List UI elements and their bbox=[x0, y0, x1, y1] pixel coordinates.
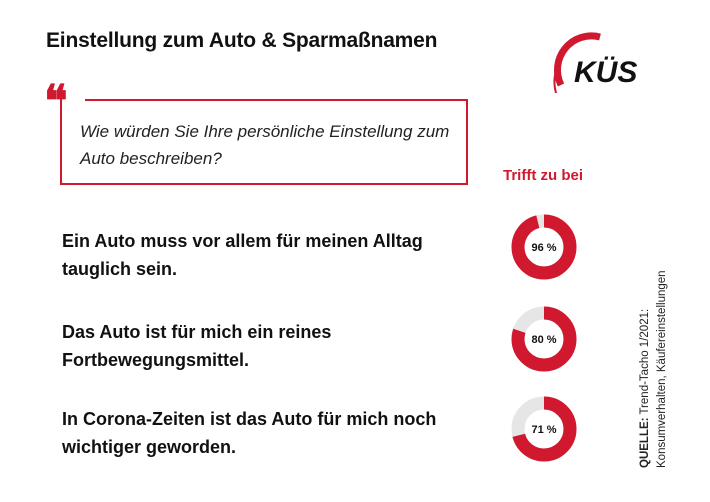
donut-value-arc bbox=[511, 214, 577, 280]
logo-text: KÜS bbox=[574, 56, 637, 89]
donut-chart-1: 96 % bbox=[511, 214, 577, 280]
source-note: QUELLE: Trend-Tacho 1/2021: Konsumverhal… bbox=[637, 253, 671, 468]
logo-arc bbox=[553, 32, 601, 87]
donut-value-arc bbox=[511, 396, 577, 462]
donut-chart-2: 80 % bbox=[511, 306, 577, 372]
donut-value-arc bbox=[511, 306, 577, 372]
source-label: QUELLE: bbox=[639, 417, 651, 468]
column-header: Trifft zu bei bbox=[503, 167, 583, 184]
logo-arc-thin bbox=[553, 64, 559, 94]
page-title: Einstellung zum Auto & Sparmaßnamen bbox=[46, 29, 438, 52]
donut-chart-3: 71 % bbox=[511, 396, 577, 462]
statement-2: Das Auto ist für mich ein reines Fortbew… bbox=[62, 322, 332, 370]
donut-value-label: 80 % bbox=[531, 334, 556, 346]
kues-logo: KÜS bbox=[553, 32, 637, 94]
question-box-top-border bbox=[85, 99, 466, 101]
question-box bbox=[60, 99, 468, 185]
question-text: Wie würden Sie Ihre persönliche Einstell… bbox=[80, 122, 450, 168]
source-line-1: Trend-Tacho 1/2021: bbox=[639, 308, 651, 415]
statement-3: In Corona-Zeiten ist das Auto für mich n… bbox=[62, 409, 437, 457]
statement-1: Ein Auto muss vor allem für meinen Allta… bbox=[62, 231, 423, 279]
donut-value-label: 96 % bbox=[531, 242, 556, 254]
source-line-2: Konsumverhalten, Käufereinstellungen bbox=[656, 270, 668, 468]
donut-value-label: 71 % bbox=[531, 424, 556, 436]
